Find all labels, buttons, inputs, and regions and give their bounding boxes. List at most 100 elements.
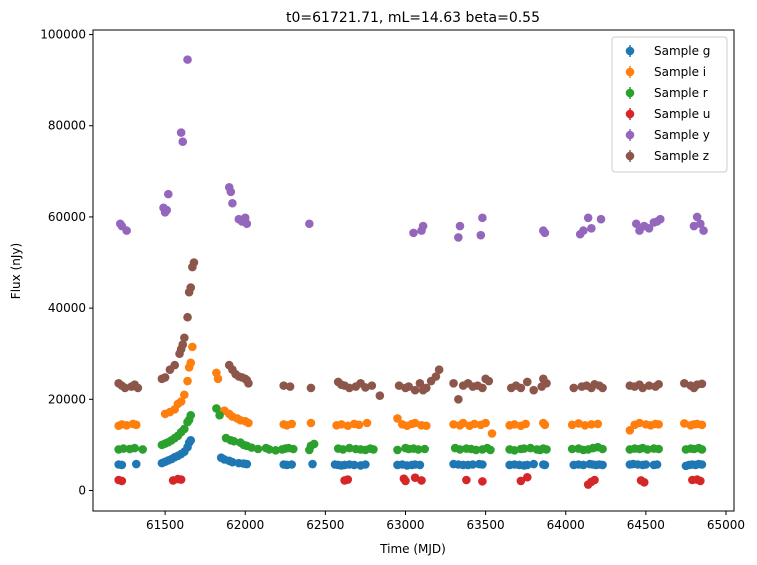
data-point <box>188 342 197 352</box>
x-axis-label: Time (MJD) <box>379 542 446 556</box>
data-point <box>369 445 378 454</box>
data-point <box>481 418 490 428</box>
data-point <box>590 475 599 485</box>
data-point <box>521 419 530 429</box>
data-point <box>306 383 316 393</box>
data-point <box>692 212 702 222</box>
data-point <box>696 219 705 229</box>
data-point <box>122 226 131 235</box>
data-point <box>213 374 223 384</box>
series-sample-r <box>114 404 707 455</box>
data-point <box>186 436 196 445</box>
data-point <box>375 391 385 400</box>
data-point <box>229 436 239 446</box>
data-point <box>367 381 377 390</box>
data-point <box>417 476 426 485</box>
legend-marker <box>625 46 635 56</box>
data-point <box>133 383 143 393</box>
legend-marker <box>625 88 635 98</box>
legend-label: Sample u <box>654 107 710 121</box>
legend-label: Sample g <box>654 44 710 58</box>
data-point <box>309 439 319 449</box>
legend: Sample g Sample i Sample r Sample u Sample y… <box>611 36 728 173</box>
series-sample-y <box>115 55 708 242</box>
data-point <box>486 445 495 455</box>
data-point <box>635 418 644 428</box>
series-sample-z <box>114 258 707 404</box>
data-point <box>449 379 458 388</box>
x-axis: 61500 62000 62500 63000 63500 64000 64500 65000 <box>146 511 745 532</box>
data-point <box>587 420 596 429</box>
data-point <box>183 312 192 322</box>
plot-frame <box>92 29 735 512</box>
data-point <box>697 420 707 430</box>
data-point <box>455 221 465 231</box>
y-tick-label: 60000 <box>48 210 86 224</box>
y-axis-label: Flux (nJy) <box>9 243 23 299</box>
data-point <box>458 418 468 428</box>
data-point <box>470 419 479 429</box>
data-point <box>306 418 316 428</box>
y-tick-label: 0 <box>78 483 86 497</box>
data-point <box>567 444 577 454</box>
x-tick-label: 62500 <box>306 518 344 532</box>
x-tick-label: 64500 <box>627 518 665 532</box>
data-point <box>264 445 274 454</box>
data-point <box>345 383 354 393</box>
y-tick-label: 100000 <box>40 28 86 42</box>
data-point <box>422 383 431 393</box>
data-point <box>510 420 519 429</box>
data-point <box>516 383 526 393</box>
data-point <box>699 226 708 235</box>
data-point <box>176 397 186 406</box>
x-tick-label: 64000 <box>547 518 585 532</box>
data-point <box>253 444 263 454</box>
data-point <box>162 205 172 215</box>
data-point <box>138 445 147 454</box>
data-point <box>285 382 295 391</box>
data-point <box>414 445 423 454</box>
series-sample-u <box>114 472 705 489</box>
data-point <box>422 421 431 431</box>
data-point <box>510 446 519 455</box>
data-point <box>183 376 192 386</box>
data-point <box>226 187 236 197</box>
data-point <box>579 460 588 470</box>
data-point <box>596 214 606 224</box>
data-point <box>354 420 364 430</box>
legend-label: Sample z <box>654 149 709 163</box>
data-point <box>697 445 707 454</box>
legend-box <box>611 36 728 173</box>
data-point <box>228 198 237 208</box>
data-point <box>305 219 314 229</box>
data-point <box>409 228 418 238</box>
data-point <box>287 419 297 429</box>
data-point <box>244 418 253 428</box>
data-point <box>242 219 252 229</box>
legend-label: Sample r <box>654 86 708 100</box>
data-point <box>404 382 413 391</box>
data-point <box>180 424 189 434</box>
data-point <box>641 460 651 469</box>
data-point <box>279 381 288 390</box>
data-point <box>526 443 535 453</box>
data-point <box>598 460 607 470</box>
data-point <box>186 358 196 368</box>
data-point <box>478 460 487 469</box>
data-point <box>401 476 410 486</box>
data-point <box>583 213 593 223</box>
data-point <box>654 420 663 429</box>
data-point <box>455 445 465 454</box>
data-point <box>271 446 280 455</box>
data-point <box>180 333 189 343</box>
data-point <box>540 228 550 238</box>
data-point <box>418 221 428 231</box>
data-point <box>393 445 402 455</box>
data-point <box>393 414 402 423</box>
data-point <box>631 219 641 229</box>
series-sample-i <box>114 342 707 438</box>
data-point <box>529 459 538 469</box>
data-point <box>228 457 237 467</box>
series-sample-g <box>114 436 707 471</box>
data-point <box>242 459 252 469</box>
